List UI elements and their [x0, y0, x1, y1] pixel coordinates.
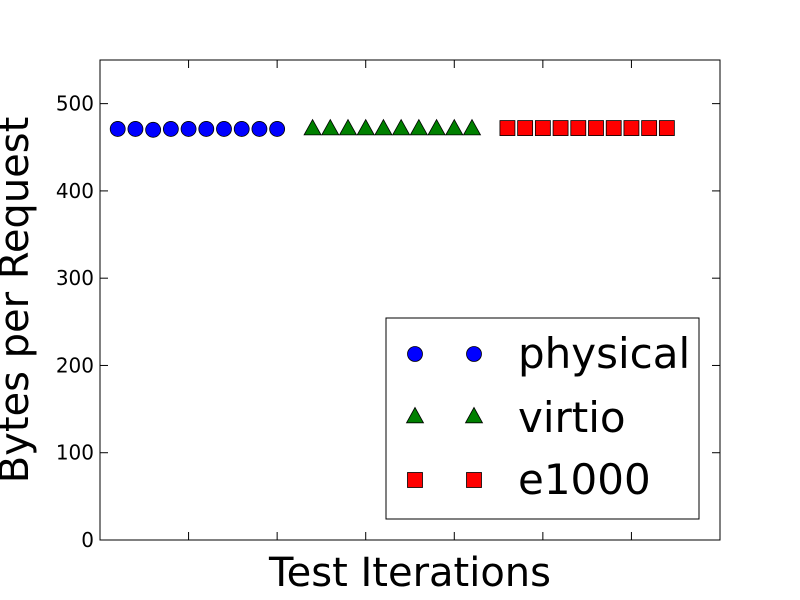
data-point-physical — [180, 121, 197, 137]
data-point-virtio — [303, 118, 322, 136]
legend-label-physical: physical — [518, 329, 690, 378]
legend-marker-physical — [407, 346, 423, 362]
y-tick-label: 200 — [56, 353, 94, 377]
legend-marker-virtio — [464, 406, 484, 424]
data-point-physical — [216, 121, 232, 137]
legend-marker-virtio — [405, 406, 425, 424]
legend-marker-e1000 — [466, 472, 482, 488]
data-point-e1000 — [570, 120, 587, 136]
data-point-e1000 — [605, 120, 622, 136]
y-tick-label: 500 — [56, 92, 94, 116]
legend-markers — [405, 346, 484, 488]
data-point-virtio — [321, 118, 340, 136]
data-point-physical — [251, 121, 268, 137]
data-point-virtio — [356, 118, 375, 136]
data-point-e1000 — [552, 120, 569, 136]
y-tick-label: 0 — [81, 528, 94, 552]
data-point-physical — [233, 121, 250, 137]
data-point-e1000 — [499, 120, 516, 136]
data-point-physical — [109, 121, 126, 137]
y-axis-label: Bytes per Request — [0, 117, 38, 484]
y-tick-labels: 0 100 200 300 400 500 — [56, 92, 94, 552]
data-point-e1000 — [658, 120, 675, 136]
data-point-e1000 — [623, 120, 640, 136]
data-point-virtio — [374, 118, 393, 136]
data-point-virtio — [445, 118, 464, 136]
data-point-virtio — [427, 118, 446, 136]
data-point-virtio — [391, 118, 411, 136]
legend-label-e1000: e1000 — [518, 455, 651, 504]
data-point-virtio — [462, 118, 482, 136]
legend-box — [385, 317, 700, 520]
data-point-physical — [198, 121, 215, 137]
data-points — [109, 118, 675, 138]
y-tick-label: 100 — [56, 441, 94, 465]
data-point-physical — [145, 121, 162, 138]
legend: physical virtio e1000 — [385, 317, 700, 520]
legend-label-virtio: virtio — [518, 393, 626, 442]
data-point-physical — [162, 121, 179, 137]
data-point-e1000 — [534, 120, 551, 136]
data-point-physical — [269, 121, 286, 137]
legend-marker-e1000 — [407, 472, 423, 488]
plot-frame — [99, 59, 721, 541]
x-axis-label: Test Iterations — [268, 550, 551, 596]
data-point-virtio — [338, 118, 358, 136]
y-tick-label: 400 — [56, 179, 94, 203]
legend-marker-physical — [466, 346, 482, 362]
data-point-physical — [127, 121, 144, 137]
axis-ticks — [100, 60, 720, 541]
data-point-e1000 — [641, 120, 658, 136]
data-point-e1000 — [588, 120, 604, 136]
data-point-virtio — [409, 118, 429, 136]
data-point-e1000 — [517, 120, 534, 136]
y-tick-label: 300 — [56, 266, 94, 290]
